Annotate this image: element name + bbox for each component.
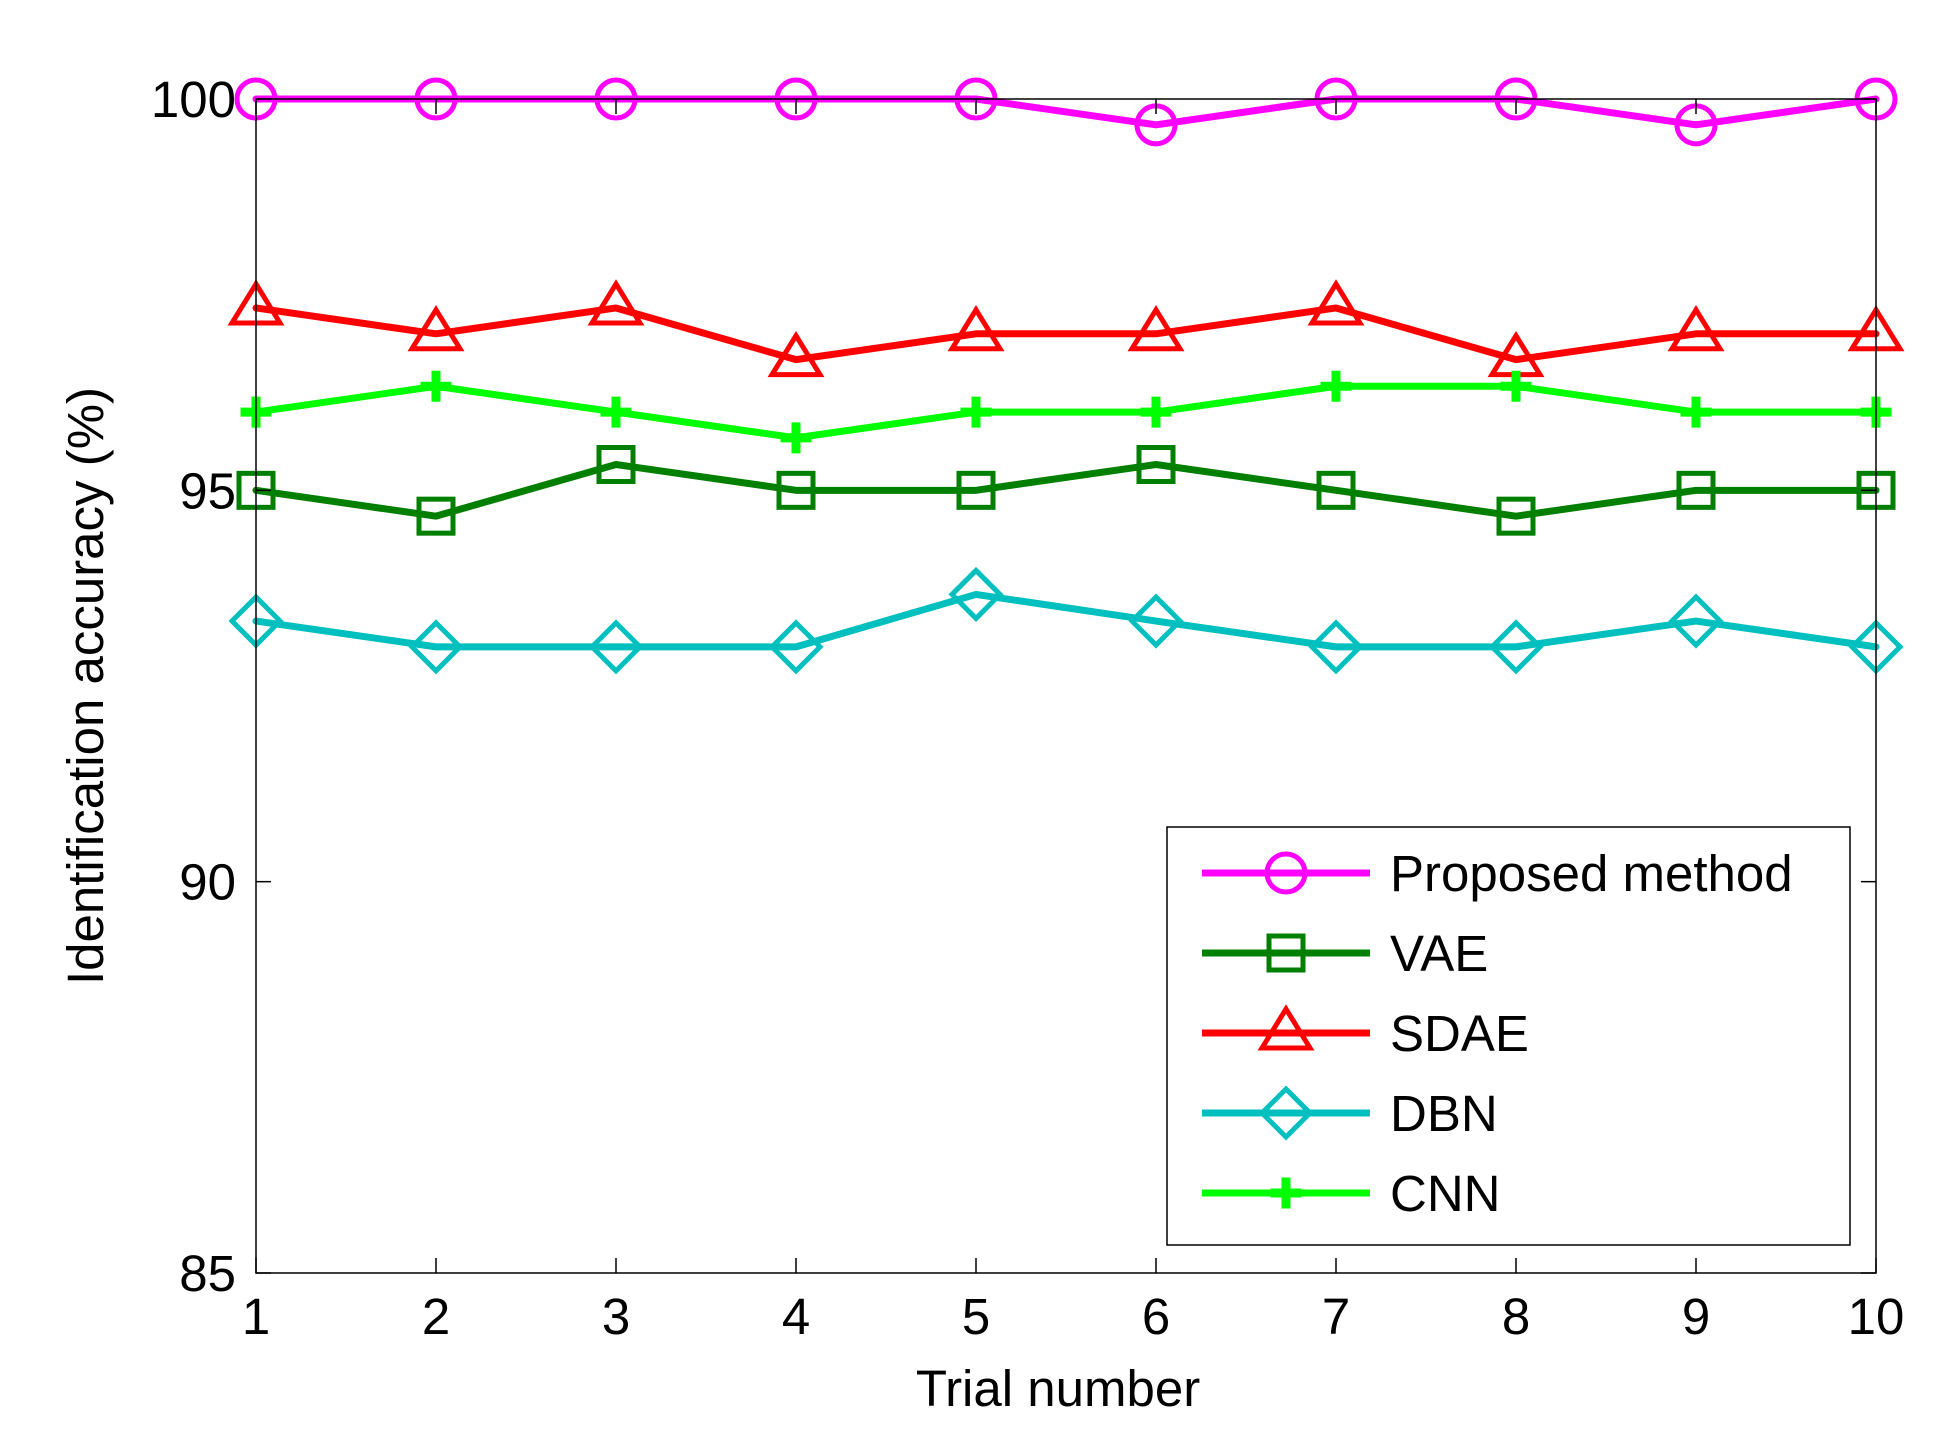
x-axis-title: Trial number [916, 1360, 1200, 1417]
data-point-vae [596, 445, 636, 485]
data-point-cnn [780, 422, 812, 454]
data-point-sdae [1127, 305, 1185, 352]
legend-marker [1264, 851, 1308, 895]
ticks-layer: 1 2 3 4 5 6 7 8 9 10 85 90 95 100 [151, 71, 1904, 1345]
series-line-sdae [252, 304, 1880, 364]
series-vae [236, 445, 1896, 536]
x-tick-label: 6 [1142, 1288, 1170, 1345]
legend-label: DBN [1390, 1085, 1498, 1142]
legend-entry-vae: VAE [1202, 925, 1488, 982]
legend-label: SDAE [1390, 1005, 1529, 1062]
y-tick-label: 90 [179, 854, 236, 911]
data-point-dbn [1488, 619, 1544, 675]
data-point-vae [776, 470, 816, 510]
legend-entry-sdae: SDAE [1202, 1004, 1529, 1062]
plot-area-frame [255, 98, 1877, 1274]
data-point-sdae [947, 305, 1005, 352]
data-point-vae [1496, 496, 1536, 536]
x-tick-label: 1 [242, 1288, 270, 1345]
y-tick-label: 85 [179, 1245, 236, 1302]
legend-entry-cnn: CNN [1202, 1165, 1501, 1222]
y-tick-label: 95 [179, 462, 236, 519]
data-point-dbn [1128, 593, 1184, 649]
x-tick-label: 7 [1322, 1288, 1350, 1345]
data-point-dbn [1668, 593, 1724, 649]
data-point-dbn [768, 619, 824, 675]
data-point-cnn [600, 396, 632, 428]
data-point-cnn [1500, 370, 1532, 402]
data-point-sdae [587, 279, 645, 326]
data-point-sdae [1667, 305, 1725, 352]
data-point-cnn [1140, 396, 1172, 428]
data-point-dbn [588, 619, 644, 675]
data-point-dbn [948, 566, 1004, 622]
data-point-dbn [1308, 619, 1364, 675]
legend-entry-dbn: DBN [1202, 1085, 1498, 1142]
legend-label: Proposed method [1390, 845, 1793, 902]
series-line-dbn [252, 590, 1880, 651]
data-point-vae [1676, 470, 1716, 510]
data-point-sdae [767, 330, 825, 378]
legend-entry-proposed-method: Proposed method [1202, 845, 1793, 902]
series-dbn [228, 566, 1904, 675]
legend-marker [1257, 1004, 1315, 1051]
data-point-dbn [408, 619, 464, 675]
data-point-cnn [960, 396, 992, 428]
x-tick-label: 2 [422, 1288, 450, 1345]
data-point-sdae [407, 305, 465, 352]
series-sdae [227, 279, 1905, 378]
legend-marker [1266, 933, 1306, 973]
data-point-cnn [1680, 396, 1712, 428]
legend-marker [1258, 1085, 1314, 1141]
x-tick-label: 5 [962, 1288, 990, 1345]
x-tick-label: 3 [602, 1288, 630, 1345]
series-line-vae [252, 461, 1880, 520]
x-tick-label: 10 [1848, 1288, 1905, 1345]
y-axis-title: Identification accuracy (%) [57, 387, 114, 985]
legend-label: CNN [1390, 1165, 1501, 1222]
data-point-cnn [1320, 370, 1352, 402]
legend: Proposed method VAE SDAE DBN CNN [1166, 826, 1851, 1246]
x-tick-label: 9 [1682, 1288, 1710, 1345]
data-point-vae [1136, 445, 1176, 485]
data-point-cnn [420, 370, 452, 402]
data-point-vae [416, 496, 456, 536]
y-tick-label: 100 [151, 71, 236, 128]
x-tick-label: 8 [1502, 1288, 1530, 1345]
legend-label: VAE [1390, 925, 1488, 982]
legend-marker [1270, 1177, 1302, 1209]
series-line-cnn [252, 382, 1880, 442]
data-point-sdae [1307, 279, 1365, 326]
x-tick-label: 4 [782, 1288, 810, 1345]
data-point-vae [956, 470, 996, 510]
data-point-vae [1316, 470, 1356, 510]
